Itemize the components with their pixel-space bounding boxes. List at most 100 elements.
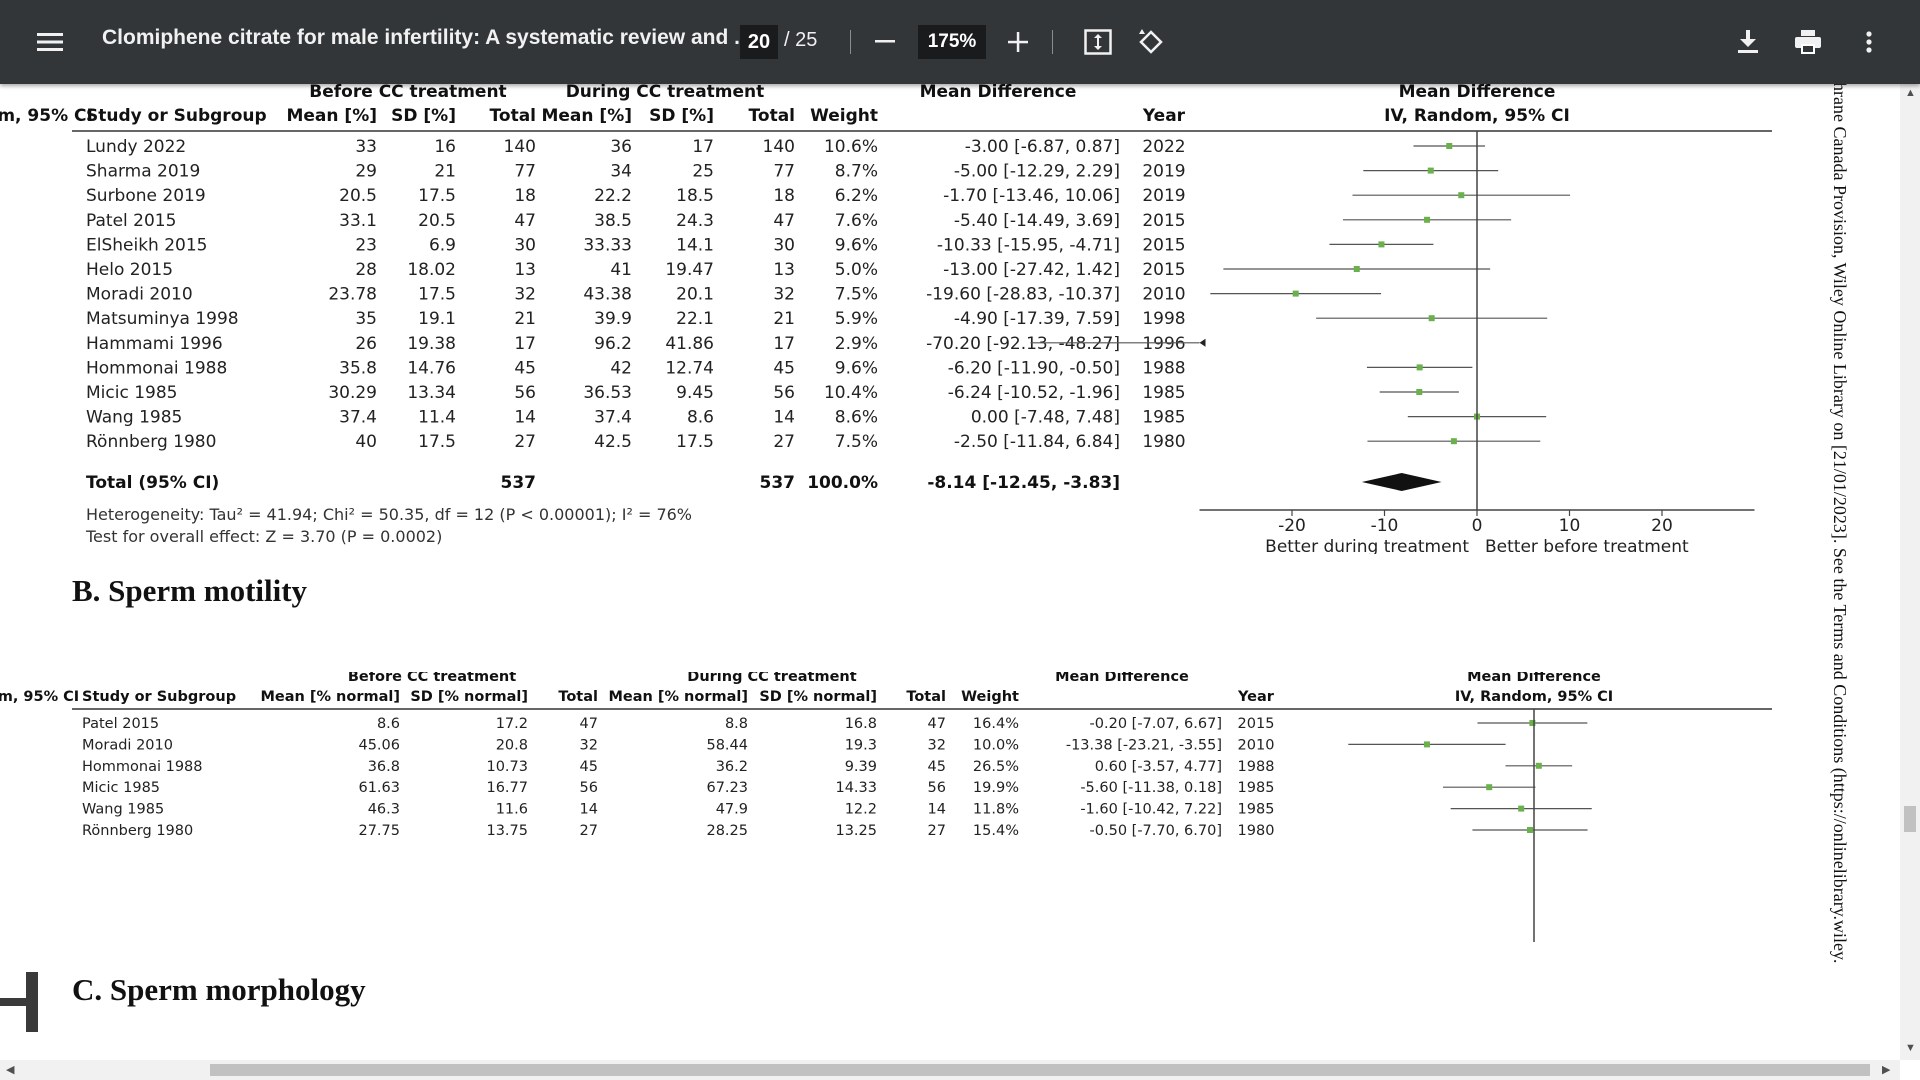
cell-value: 6.9 [429, 235, 456, 255]
cell-value: 45 [773, 358, 795, 378]
pdf-toolbar: Clomiphene citrate for male infertility:… [0, 0, 1920, 84]
cell-value: 33 [355, 137, 377, 157]
cell-value: 2019 [1142, 186, 1185, 206]
cell-value: 13 [773, 260, 795, 280]
cell-value: 2015 [1238, 716, 1275, 732]
scroll-up-icon[interactable]: ▲ [1905, 87, 1916, 99]
cell-value: 18 [773, 186, 795, 206]
column-header: Total [749, 106, 795, 126]
pdf-viewer[interactable]: Before CC treatment During CC treatment Me… [0, 84, 1920, 1060]
cell-value: 1985 [1142, 408, 1185, 428]
effect-point [1446, 143, 1453, 149]
column-header: Weight [961, 689, 1019, 705]
heterogeneity-text: Heterogeneity: Tau² = 41.94; Chi² = 50.3… [86, 505, 692, 524]
horizontal-scroll-thumb[interactable] [210, 1064, 1870, 1076]
header-mean-difference: Mean Difference [1055, 672, 1189, 685]
cell-value: 12.2 [845, 802, 877, 818]
cell-value: 140 [763, 137, 795, 157]
cell-value: 32 [514, 285, 536, 305]
column-header: Study or Subgroup [86, 106, 267, 126]
zoom-out-icon[interactable] [865, 22, 905, 62]
cell-value: 21 [514, 309, 536, 329]
cell-value: 27.75 [358, 823, 400, 839]
cell-value: 42.5 [594, 432, 632, 452]
cell-value: 9.39 [845, 759, 877, 775]
cell-value: 8.6 [377, 716, 400, 732]
header-mean-difference: Mean Difference [920, 84, 1077, 102]
effect-point [1416, 389, 1423, 395]
menu-icon[interactable] [30, 22, 70, 62]
fit-page-icon[interactable] [1078, 22, 1118, 62]
cell-value: 34 [610, 162, 632, 182]
more-vert-icon[interactable] [1849, 22, 1889, 62]
vertical-scroll-thumb[interactable] [1904, 806, 1916, 832]
column-header: Study or Subgroup [82, 689, 236, 705]
cell-value: 23.78 [328, 285, 377, 305]
header-during: During CC treatment [687, 672, 856, 685]
horizontal-scrollbar[interactable]: ◀ ▶ [0, 1060, 1900, 1080]
cell-value: 17.5 [418, 432, 456, 452]
tick-label: -20 [1278, 516, 1306, 536]
cell-value: 11.8% [973, 802, 1019, 818]
cell-value: 8.7% [835, 162, 878, 182]
page-number-input[interactable] [740, 25, 778, 59]
cell-value: 7.5% [835, 285, 878, 305]
cell-value: 24.3 [676, 211, 714, 231]
tick-label: -10 [1371, 516, 1399, 536]
cell-value: 37.4 [339, 408, 377, 428]
study-name: Wang 1985 [82, 802, 164, 818]
cell-value: 14 [928, 802, 946, 818]
column-header: Total [490, 106, 536, 126]
study-name: ElSheikh 2015 [86, 235, 208, 255]
cell-value: 41.86 [665, 334, 714, 354]
effect-point [1427, 167, 1434, 174]
effect-point [1424, 216, 1431, 223]
scroll-down-icon[interactable]: ▼ [1905, 1042, 1916, 1054]
cell-value: 28 [355, 260, 377, 280]
cell-value: 36 [610, 137, 632, 157]
cell-value: 2.9% [835, 334, 878, 354]
cell-value: 0.60 [-3.57, 4.77] [1095, 759, 1222, 775]
page-total: / 25 [784, 29, 818, 51]
cell-value: -5.40 [-14.49, 3.69] [954, 211, 1120, 231]
study-name: Helo 2015 [86, 260, 173, 280]
cell-value: 1988 [1238, 759, 1275, 775]
header-during: During CC treatment [566, 84, 765, 102]
toolbar-divider [1052, 30, 1053, 54]
zoom-in-icon[interactable] [998, 22, 1038, 62]
cell-value: 2022 [1142, 137, 1185, 157]
cell-value: 17.5 [418, 285, 456, 305]
cell-value: 30.29 [328, 383, 377, 403]
print-icon[interactable] [1788, 22, 1828, 62]
cell-value: 20.1 [676, 285, 714, 305]
cell-value: 33.1 [339, 211, 377, 231]
study-name: Rönnberg 1980 [82, 823, 193, 839]
cell-value: 12.74 [665, 358, 714, 378]
side-handle-icon[interactable] [0, 972, 38, 1032]
study-name: Hammami 1996 [86, 334, 223, 354]
scroll-right-icon[interactable]: ▶ [1882, 1064, 1891, 1076]
cell-value: 2015 [1142, 260, 1185, 280]
cell-value: 25 [692, 162, 714, 182]
cell-value: 16.4% [973, 716, 1019, 732]
zoom-level-input[interactable] [918, 25, 986, 59]
column-header: Mean [% normal] [608, 689, 748, 705]
cell-value: 35 [355, 309, 377, 329]
scroll-left-icon[interactable]: ◀ [6, 1064, 15, 1076]
study-name: Wang 1985 [86, 408, 182, 428]
cell-value: -6.24 [-10.52, -1.96] [948, 383, 1120, 403]
cell-value: 45 [580, 759, 598, 775]
cell-value: 46.3 [368, 802, 400, 818]
study-name: Surbone 2019 [86, 186, 206, 206]
cell-value: 23 [355, 235, 377, 255]
cell-value: 33.33 [583, 235, 632, 255]
column-header: Total [558, 689, 598, 705]
cell-value: -4.90 [-17.39, 7.59] [954, 309, 1120, 329]
cell-value: 13.25 [835, 823, 877, 839]
download-icon[interactable] [1728, 22, 1768, 62]
cell-value: 14 [773, 408, 795, 428]
vertical-scrollbar[interactable]: ▲ ▼ [1900, 84, 1920, 1060]
rotate-icon[interactable] [1131, 22, 1171, 62]
study-name: Hommonai 1988 [82, 759, 203, 775]
effect-point [1527, 827, 1533, 833]
